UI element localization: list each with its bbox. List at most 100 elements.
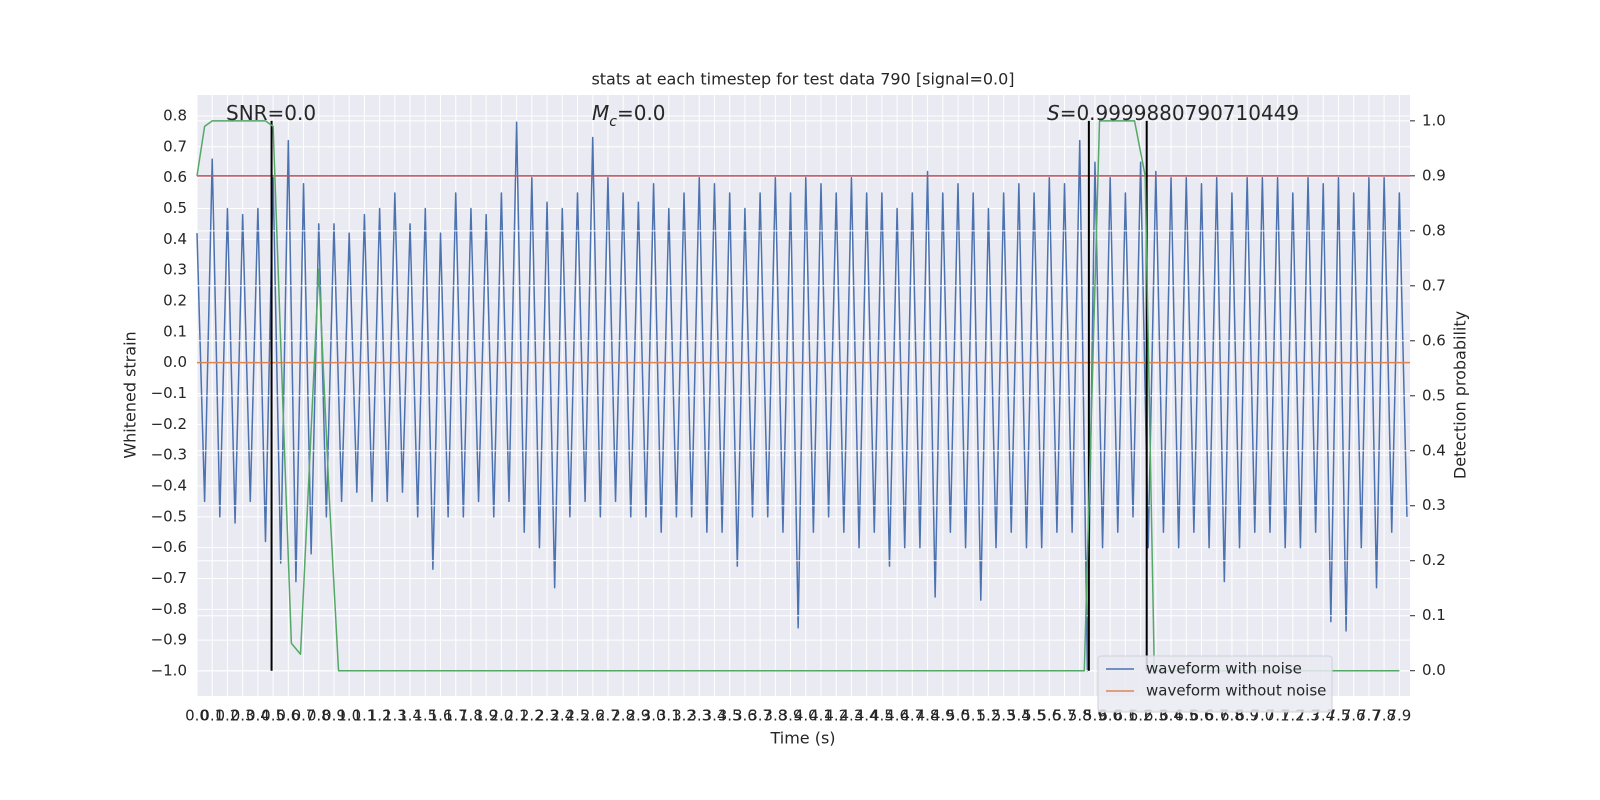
series-line (196, 120, 1400, 672)
legend-label: waveform without noise (1146, 682, 1326, 700)
x-tick-label: 1.8 (459, 707, 483, 725)
annotation-part: S (1047, 101, 1060, 125)
x-tick-label: 1.5 (413, 707, 437, 725)
annotation: Mc=0.0 (592, 101, 666, 131)
y-tick-label: 0.8 (163, 106, 187, 124)
x-tick-label: 4.8 (916, 707, 940, 725)
x-tick-label: 4.6 (885, 707, 909, 725)
x-tick-label: 0.8 (307, 707, 331, 725)
y-tick-label: −0.4 (151, 477, 187, 495)
x-tick-label: 4.3 (840, 707, 864, 725)
x-tick-label: 4.0 (794, 707, 818, 725)
y-tick-label: −0.5 (151, 507, 187, 525)
x-tick-label: 4.7 (900, 707, 924, 725)
x-tick-label: 7.6 (1342, 707, 1366, 725)
y2-tick-label: 0.3 (1422, 496, 1446, 514)
y-tick-label: −1.0 (151, 662, 187, 680)
x-tick-label: 3.0 (642, 707, 666, 725)
annotation-part: M (592, 101, 609, 125)
x-tick-label: 0.3 (231, 707, 255, 725)
annotation: S=0.9999880790710449 (1047, 101, 1299, 125)
x-tick-label: 1.0 (337, 707, 361, 725)
x-tick-label: 1.4 (398, 707, 422, 725)
x-tick-label: 4.9 (931, 707, 955, 725)
y-tick-label: −0.6 (151, 538, 187, 556)
x-tick-label: 1.9 (474, 707, 498, 725)
x-tick-label: 3.4 (703, 707, 727, 725)
x-tick-label: 0.6 (276, 707, 300, 725)
x-tick-label: 0.1 (200, 707, 224, 725)
x-tick-label: 4.5 (870, 707, 894, 725)
annotation-part: =0.0 (617, 101, 666, 125)
series-line (196, 121, 1408, 672)
y-tick-label: 0.2 (163, 291, 187, 309)
y-tick-label: 0.6 (163, 168, 187, 186)
x-tick-label: 7.8 (1372, 707, 1396, 725)
y-tick-label: 0.5 (163, 199, 187, 217)
legend: waveform with noise waveform without nois… (1097, 655, 1333, 713)
y2-tick-label: 0.7 (1422, 276, 1446, 294)
x-tick-label: 2.7 (596, 707, 620, 725)
x-tick-label: 7.7 (1357, 707, 1381, 725)
y-tick-label: 0.4 (163, 230, 187, 248)
x-tick-label: 5.4 (1007, 707, 1031, 725)
y2-tick-label: 0.0 (1422, 661, 1446, 679)
y-tick-label: −0.8 (151, 600, 187, 618)
x-tick-label: 3.7 (748, 707, 772, 725)
x-tick-label: 1.7 (444, 707, 468, 725)
x-tick-label: 0.2 (216, 707, 240, 725)
x-tick-label: 2.2 (520, 707, 544, 725)
y-tick-label: −0.2 (151, 415, 187, 433)
marks (196, 120, 1410, 672)
chart-title: stats at each timestep for test data 790… (591, 70, 1014, 89)
x-tick-label: 5.7 (1053, 707, 1077, 725)
x-tick-label: 5.2 (976, 707, 1000, 725)
y2-tick-label: 0.5 (1422, 386, 1446, 404)
x-tick-label: 1.3 (383, 707, 407, 725)
legend-label: waveform with noise (1146, 660, 1302, 678)
x-tick-label: 1.2 (368, 707, 392, 725)
x-tick-label: 3.3 (687, 707, 711, 725)
y2-tick-label: 1.0 (1422, 111, 1446, 129)
x-tick-label: 3.9 (779, 707, 803, 725)
x-tick-label: 3.8 (763, 707, 787, 725)
y2-tick-label: 0.1 (1422, 606, 1446, 624)
x-tick-label: 1.1 (352, 707, 376, 725)
x-tick-label: 4.1 (809, 707, 833, 725)
annotation-part: SNR=0.0 (226, 101, 316, 125)
x-tick-label: 0.7 (292, 707, 316, 725)
y-tick-label: −0.1 (151, 384, 187, 402)
y-tick-label: 0.7 (163, 137, 187, 155)
x-tick-label: 2.1 (505, 707, 529, 725)
y-tick-label: −0.3 (151, 446, 187, 464)
y2-tick-label: 0.4 (1422, 441, 1446, 459)
y-tick-label: 0.1 (163, 322, 187, 340)
x-tick-label: 2.8 (611, 707, 635, 725)
y-tick-label: 0.3 (163, 261, 187, 279)
x-tick-label: 3.5 (718, 707, 742, 725)
y2-tick-label: 0.9 (1422, 166, 1446, 184)
x-tick-label: 3.6 (733, 707, 757, 725)
x-tick-label: 5.1 (961, 707, 985, 725)
y-tick-label: −0.7 (151, 569, 187, 587)
x-tick-label: 5.0 (946, 707, 970, 725)
legend-box (1097, 655, 1333, 713)
x-tick-label: 0.0 (185, 707, 209, 725)
y2-tick-label: 0.2 (1422, 551, 1446, 569)
x-tick-label: 2.9 (626, 707, 650, 725)
annotation-part: =0.9999880790710449 (1060, 101, 1299, 125)
x-tick-label: 2.3 (535, 707, 559, 725)
y-axis-label: Whitened strain (121, 331, 140, 458)
x-tick-label: 2.6 (581, 707, 605, 725)
x-tick-label: 2.5 (566, 707, 590, 725)
annotation-part: c (609, 114, 617, 130)
y-tick-label: 0.0 (163, 353, 187, 371)
x-tick-label: 1.6 (429, 707, 453, 725)
x-tick-label: 2.0 (489, 707, 513, 725)
x-tick-label: 5.5 (1022, 707, 1046, 725)
x-tick-label: 3.1 (657, 707, 681, 725)
x-tick-label: 3.2 (672, 707, 696, 725)
x-axis-label: Time (s) (769, 729, 835, 748)
y-tick-label: −0.9 (151, 631, 187, 649)
